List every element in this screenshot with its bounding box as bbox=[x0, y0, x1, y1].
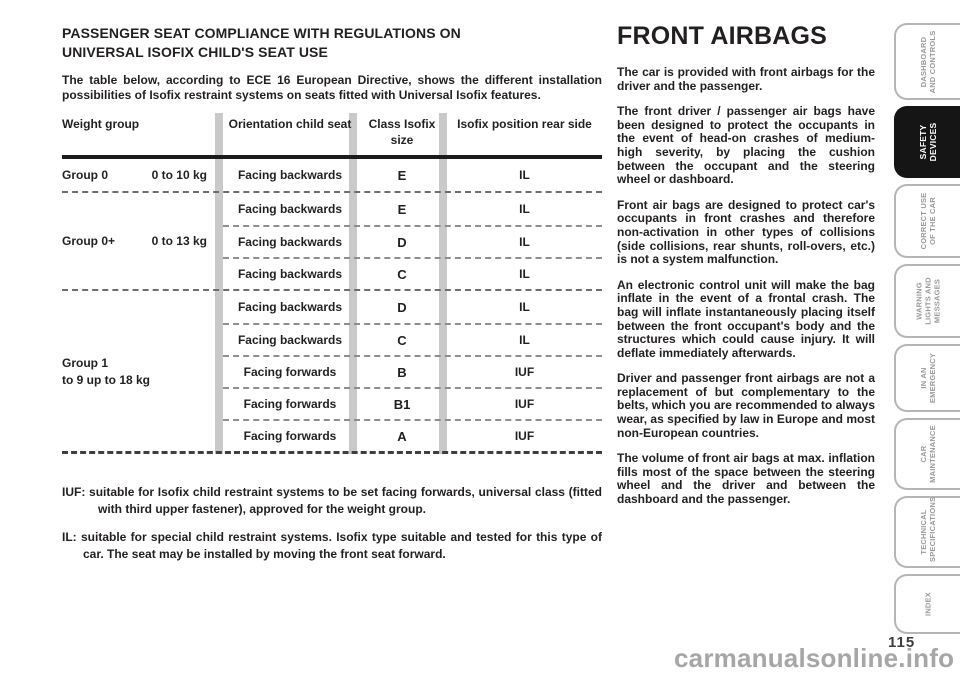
table-group-separator bbox=[62, 289, 602, 291]
tab-dashboard-and-controls[interactable]: DASHBOARD AND CONTROLS bbox=[894, 23, 960, 100]
group-weight: 0 to 13 kg bbox=[151, 234, 207, 248]
cell-position: IL bbox=[519, 168, 530, 182]
note-text: suitable for special child restraint sys… bbox=[80, 530, 603, 561]
table-column-divider bbox=[215, 113, 223, 454]
cell-class: B bbox=[397, 364, 407, 380]
table-header-weight-group: Weight group bbox=[62, 117, 140, 131]
table-group-separator bbox=[62, 191, 602, 193]
note-label: IUF: bbox=[62, 485, 86, 499]
isofix-table: Weight group Orientation child seat Clas… bbox=[62, 113, 602, 454]
isofix-section: PASSENGER SEAT COMPLIANCE WITH REGULATIO… bbox=[62, 24, 602, 563]
tab-correct-use-of-the-car[interactable]: CORRECT USE OF THE CAR bbox=[894, 184, 960, 258]
tab-label: TECHNICAL SPECIFICATIONS bbox=[919, 496, 937, 562]
table-header-class: Class Isofix size bbox=[368, 117, 436, 147]
cell-position: IL bbox=[519, 333, 530, 347]
table-header-row: Weight group Orientation child seat Clas… bbox=[62, 113, 602, 155]
table-notes: IUF: suitable for Isofix child restraint… bbox=[62, 484, 602, 563]
tab-safety-devices[interactable]: SAFETY DEVICES bbox=[894, 106, 960, 178]
cell-orientation: Facing backwards bbox=[237, 168, 343, 182]
front-airbags-section: FRONT AIRBAGS The car is provided with f… bbox=[617, 22, 875, 507]
page-number: 115 bbox=[888, 634, 916, 651]
cell-position: IL bbox=[519, 202, 530, 216]
tab-label: WARNING LIGHTS AND MESSAGES bbox=[914, 277, 942, 325]
cell-position: IUF bbox=[514, 429, 535, 443]
group-name: Group 0 bbox=[62, 168, 109, 182]
paragraph: The car is provided with front airbags f… bbox=[617, 65, 875, 93]
table-row: Facing backwards D IL bbox=[223, 225, 602, 257]
cell-position: IUF bbox=[514, 397, 535, 411]
tab-label: DASHBOARD AND CONTROLS bbox=[919, 30, 937, 93]
table-column-divider bbox=[439, 113, 447, 454]
cell-position: IL bbox=[519, 300, 530, 314]
cell-class: D bbox=[397, 234, 407, 250]
paragraph: The volume of front air bags at max. inf… bbox=[617, 451, 875, 507]
cell-class: E bbox=[397, 201, 407, 217]
watermark-link[interactable]: carmanualsonline.info bbox=[674, 643, 955, 673]
group-label: Group 0+ 0 to 13 kg bbox=[62, 193, 223, 289]
section-intro: The table below, according to ECE 16 Eur… bbox=[62, 73, 602, 102]
section-title: FRONT AIRBAGS bbox=[617, 22, 827, 50]
tab-label: SAFETY DEVICES bbox=[918, 122, 938, 162]
table-row: Facing forwards B IUF bbox=[223, 355, 602, 387]
table-row: Facing backwards E IL bbox=[223, 159, 602, 191]
cell-position: IL bbox=[519, 235, 530, 249]
cell-orientation: Facing backwards bbox=[237, 333, 343, 347]
cell-class: C bbox=[397, 266, 407, 282]
tab-in-an-emergency[interactable]: IN AN EMERGENCY bbox=[894, 344, 960, 412]
cell-class: C bbox=[397, 332, 407, 348]
section-title: PASSENGER SEAT COMPLIANCE WITH REGULATIO… bbox=[62, 25, 461, 60]
tab-car-maintenance[interactable]: CAR MAINTENANCE bbox=[894, 418, 960, 490]
cell-position: IUF bbox=[514, 365, 535, 379]
table-group-1: Group 1 to 9 up to 18 kg Facing backward… bbox=[62, 291, 602, 451]
table-column-divider bbox=[349, 113, 357, 454]
table-row: Facing forwards A IUF bbox=[223, 419, 602, 451]
paragraph: The front driver / passenger air bags ha… bbox=[617, 104, 875, 187]
cell-class: B1 bbox=[393, 396, 411, 412]
table-row: Facing backwards C IL bbox=[223, 323, 602, 355]
cell-orientation: Facing forwards bbox=[243, 397, 337, 411]
tab-index[interactable]: INDEX bbox=[894, 574, 960, 634]
cell-orientation: Facing forwards bbox=[243, 429, 337, 443]
cell-orientation: Facing backwards bbox=[237, 300, 343, 314]
cell-position: IL bbox=[519, 267, 530, 281]
note-text: suitable for Isofix child restraint syst… bbox=[89, 485, 602, 516]
cell-class: D bbox=[397, 299, 407, 315]
table-row: Facing backwards E IL bbox=[223, 193, 602, 225]
table-row: Facing forwards B1 IUF bbox=[223, 387, 602, 419]
tab-label: CORRECT USE OF THE CAR bbox=[919, 192, 937, 250]
cell-orientation: Facing backwards bbox=[237, 202, 343, 216]
group-label: Group 0 0 to 10 kg bbox=[62, 159, 223, 191]
table-group-0: Group 0 0 to 10 kg Facing backwards E IL bbox=[62, 159, 602, 191]
table-bottom-rule bbox=[62, 451, 602, 454]
cell-orientation: Facing forwards bbox=[243, 365, 337, 379]
cell-orientation: Facing backwards bbox=[237, 267, 343, 281]
group-weight: 0 to 10 kg bbox=[151, 168, 207, 182]
cell-class: A bbox=[397, 428, 407, 444]
tab-label: CAR MAINTENANCE bbox=[919, 425, 937, 483]
note-label: IL: bbox=[62, 530, 77, 544]
group-name: Group 0+ bbox=[62, 234, 116, 248]
table-group-0plus: Group 0+ 0 to 13 kg Facing backwards E I… bbox=[62, 193, 602, 289]
tab-label: INDEX bbox=[923, 592, 933, 616]
note-il: IL: suitable for special child restraint… bbox=[62, 529, 602, 563]
cell-orientation: Facing backwards bbox=[237, 235, 343, 249]
group-label: Group 1 to 9 up to 18 kg bbox=[62, 291, 223, 451]
note-iuf: IUF: suitable for Isofix child restraint… bbox=[62, 484, 602, 518]
paragraph: Front air bags are designed to protect c… bbox=[617, 197, 875, 267]
table-header-position: Isofix position rear side bbox=[457, 117, 592, 131]
paragraph: An electronic control unit will make the… bbox=[617, 277, 875, 360]
paragraph: Driver and passenger front airbags are n… bbox=[617, 371, 875, 440]
tab-label: IN AN EMERGENCY bbox=[919, 352, 937, 404]
group-weight: to 9 up to 18 kg bbox=[62, 372, 151, 387]
tab-warning-lights-and-messages[interactable]: WARNING LIGHTS AND MESSAGES bbox=[894, 264, 960, 338]
tab-technical-specifications[interactable]: TECHNICAL SPECIFICATIONS bbox=[894, 496, 960, 568]
table-header-rule bbox=[62, 155, 602, 159]
table-row: Facing backwards D IL bbox=[223, 291, 602, 323]
table-header-orientation: Orientation child seat bbox=[228, 117, 352, 131]
cell-class: E bbox=[397, 167, 407, 183]
table-row: Facing backwards C IL bbox=[223, 257, 602, 289]
group-name: Group 1 bbox=[62, 355, 109, 370]
